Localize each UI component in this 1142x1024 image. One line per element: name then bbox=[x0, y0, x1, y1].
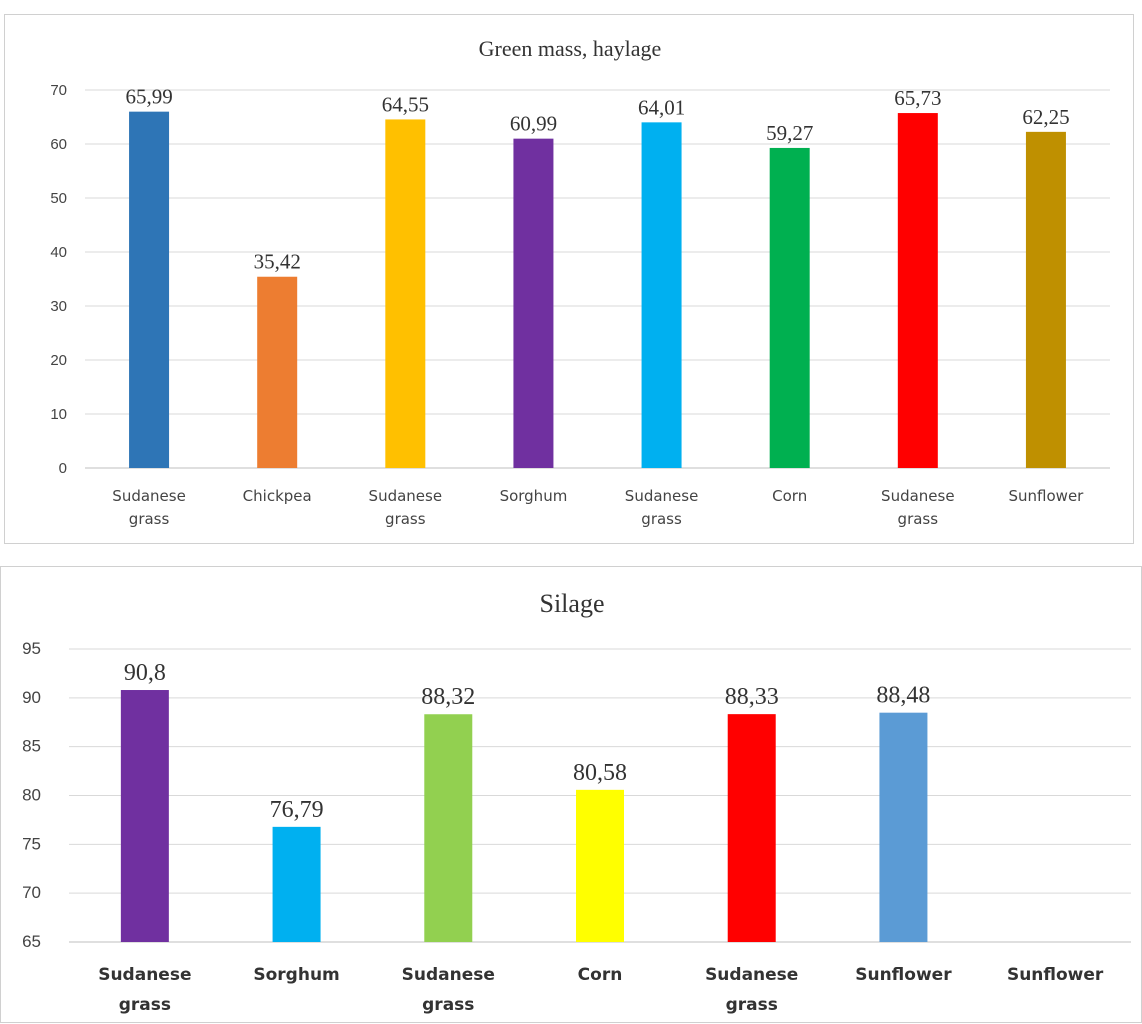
bar bbox=[129, 111, 170, 469]
data-label: 65,99 bbox=[125, 85, 172, 109]
category-label: Sunflower bbox=[855, 965, 952, 985]
y-tick-label: 60 bbox=[50, 136, 67, 153]
bar bbox=[769, 147, 810, 468]
bars bbox=[120, 690, 928, 942]
data-label: 35,42 bbox=[254, 250, 301, 274]
data-label: 88,33 bbox=[725, 684, 779, 710]
chart-panel-silage: 65 70 75 80 85 90 95 90,8 76,79 88,32 80,58 88,33 8… bbox=[0, 566, 1142, 1023]
chart-panel-green-mass: 0 10 20 30 40 50 60 70 65,99 35,42 64,55 60,99 64,0… bbox=[4, 14, 1134, 544]
y-tick-label: 30 bbox=[50, 298, 67, 315]
y-tick-label: 90 bbox=[22, 688, 41, 707]
data-labels: 90,8 76,79 88,32 80,58 88,33 88,48 bbox=[124, 660, 931, 823]
data-label: 88,32 bbox=[421, 684, 475, 710]
category-label: Sorghum bbox=[500, 487, 568, 505]
bar bbox=[120, 690, 169, 942]
y-tick-label: 40 bbox=[50, 244, 67, 261]
y-tick-label: 70 bbox=[50, 82, 67, 99]
data-label: 59,27 bbox=[766, 121, 813, 145]
bar bbox=[897, 113, 938, 469]
bar bbox=[641, 122, 682, 468]
y-tick-label: 70 bbox=[22, 883, 41, 902]
bar bbox=[1025, 131, 1066, 468]
category-label: grass bbox=[129, 510, 170, 528]
category-label: grass bbox=[898, 510, 939, 528]
category-label: Corn bbox=[578, 965, 623, 985]
data-label: 90,8 bbox=[124, 660, 166, 686]
bars bbox=[129, 111, 1066, 469]
y-axis-ticks: 65 70 75 80 85 90 95 bbox=[22, 639, 41, 951]
y-tick-label: 95 bbox=[22, 639, 41, 658]
category-label: grass bbox=[119, 995, 171, 1015]
category-label: Sudanese bbox=[402, 965, 495, 985]
category-label: Sudanese bbox=[705, 965, 798, 985]
y-tick-label: 85 bbox=[22, 737, 41, 756]
bar bbox=[272, 826, 321, 942]
category-label: Sudanese bbox=[369, 487, 443, 505]
category-label: Corn bbox=[772, 487, 807, 505]
category-label: Sudanese bbox=[625, 487, 699, 505]
category-label: Sunflower bbox=[1009, 487, 1085, 505]
category-label: Sudanese bbox=[98, 965, 191, 985]
category-label: grass bbox=[385, 510, 426, 528]
y-tick-label: 80 bbox=[22, 786, 41, 805]
chart-silage: 65 70 75 80 85 90 95 90,8 76,79 88,32 80,58 88,33 8… bbox=[22, 589, 1131, 1015]
y-axis-ticks: 0 10 20 30 40 50 60 70 bbox=[50, 82, 67, 477]
bar bbox=[257, 276, 298, 468]
data-label: 80,58 bbox=[573, 760, 627, 786]
y-tick-label: 0 bbox=[59, 460, 67, 477]
category-label: Chickpea bbox=[243, 487, 312, 505]
data-label: 64,01 bbox=[638, 95, 685, 119]
chart-title: Green mass, haylage bbox=[479, 36, 662, 61]
bar bbox=[385, 119, 426, 469]
category-label: grass bbox=[641, 510, 682, 528]
y-tick-label: 50 bbox=[50, 190, 67, 207]
data-label: 76,79 bbox=[270, 797, 324, 823]
y-tick-label: 20 bbox=[50, 352, 67, 369]
grid-lines bbox=[85, 89, 1110, 469]
chart-green-mass-haylage: 0 10 20 30 40 50 60 70 65,99 35,42 64,55 60,99 64,0… bbox=[50, 36, 1110, 528]
y-tick-label: 65 bbox=[22, 932, 41, 951]
bar bbox=[879, 712, 928, 942]
y-tick-label: 75 bbox=[22, 834, 41, 853]
category-label: Sunflower bbox=[1007, 965, 1104, 985]
bar bbox=[576, 789, 624, 942]
category-label: Sudanese bbox=[112, 487, 186, 505]
chart-title: Silage bbox=[540, 589, 605, 618]
category-label: Sorghum bbox=[253, 965, 339, 985]
data-labels: 65,99 35,42 64,55 60,99 64,01 59,27 65,73 62,25 bbox=[125, 85, 1069, 274]
bar bbox=[513, 138, 554, 468]
bar bbox=[727, 714, 776, 942]
y-tick-label: 10 bbox=[50, 406, 67, 423]
category-labels: Sudanese grass Chickpea Sudanese grass Sorghu… bbox=[112, 487, 1084, 528]
data-label: 62,25 bbox=[1022, 105, 1069, 129]
category-label: grass bbox=[422, 995, 474, 1015]
data-label: 60,99 bbox=[510, 112, 557, 136]
data-label: 88,48 bbox=[876, 683, 930, 709]
data-label: 65,73 bbox=[894, 86, 941, 110]
category-label: grass bbox=[726, 995, 778, 1015]
bar bbox=[424, 714, 473, 942]
category-labels: Sudanese grass Sorghum Sudanese grass Corn Sud… bbox=[98, 965, 1104, 1015]
data-label: 64,55 bbox=[382, 92, 429, 116]
category-label: Sudanese bbox=[881, 487, 955, 505]
